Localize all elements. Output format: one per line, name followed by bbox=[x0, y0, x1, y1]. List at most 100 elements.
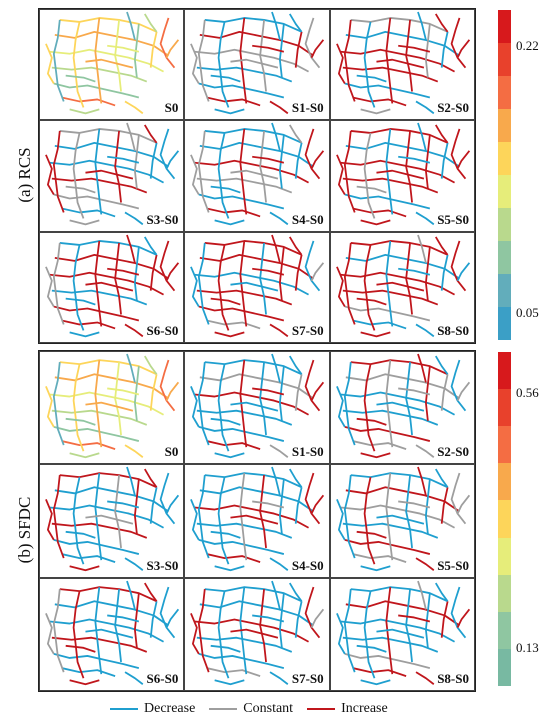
road-segment bbox=[295, 31, 303, 68]
road-segment bbox=[360, 219, 391, 226]
road-segment bbox=[456, 39, 470, 59]
map-cell: S8-S0 bbox=[329, 231, 475, 343]
road-segment bbox=[440, 487, 449, 525]
road-segment bbox=[45, 154, 55, 196]
road-segment bbox=[350, 128, 448, 145]
road-segment bbox=[69, 678, 100, 685]
road-segment bbox=[360, 331, 391, 337]
road-segment bbox=[85, 170, 134, 180]
road-segment bbox=[456, 495, 470, 515]
road-segment bbox=[214, 452, 245, 459]
panel-b-title: (b) SFDC bbox=[15, 496, 34, 564]
road-segment bbox=[85, 281, 134, 292]
road-segment bbox=[59, 17, 158, 33]
road-segment bbox=[289, 236, 303, 256]
road-segment bbox=[344, 426, 430, 442]
road-segment bbox=[343, 475, 356, 559]
road-segment bbox=[415, 323, 434, 337]
road-network-map bbox=[335, 234, 470, 337]
road-segment bbox=[190, 612, 200, 655]
road-network-map bbox=[190, 467, 325, 572]
road-segment bbox=[54, 142, 169, 168]
road-segment bbox=[340, 618, 455, 643]
road-segment bbox=[198, 242, 210, 325]
road-segment bbox=[340, 48, 455, 73]
colorbar-segment bbox=[498, 10, 511, 43]
road-segment bbox=[350, 585, 448, 602]
road-segment bbox=[195, 160, 310, 184]
road-segment bbox=[51, 409, 148, 426]
road-segment bbox=[210, 531, 241, 540]
road-segment bbox=[230, 281, 279, 292]
road-segment bbox=[363, 21, 375, 108]
cell-label: S5-S0 bbox=[437, 557, 469, 573]
colorbar-segment bbox=[498, 76, 511, 109]
road-segment bbox=[49, 271, 164, 296]
road-segment bbox=[65, 186, 96, 194]
road-segment bbox=[53, 194, 140, 210]
road-network-map bbox=[190, 123, 325, 226]
road-segment bbox=[214, 565, 245, 572]
road-segment bbox=[200, 253, 315, 280]
road-segment bbox=[59, 472, 158, 489]
road-segment bbox=[259, 362, 268, 436]
road-segment bbox=[54, 253, 169, 280]
road-segment bbox=[356, 74, 387, 83]
road-segment bbox=[65, 644, 96, 653]
road-segment bbox=[342, 409, 438, 426]
road-segment bbox=[49, 504, 164, 529]
road-segment bbox=[72, 590, 85, 679]
road-segment bbox=[205, 585, 303, 602]
road-segment bbox=[335, 154, 346, 196]
road-segment bbox=[350, 17, 448, 33]
road-segment bbox=[144, 124, 158, 144]
road-segment bbox=[51, 523, 148, 540]
road-segment bbox=[360, 678, 391, 685]
road-segment bbox=[107, 267, 140, 276]
road-segment bbox=[440, 254, 449, 291]
colorbar-segment bbox=[498, 241, 511, 274]
road-segment bbox=[214, 219, 245, 226]
road-segment bbox=[114, 475, 122, 549]
road-segment bbox=[198, 194, 285, 210]
road-segment bbox=[69, 219, 100, 226]
road-segment bbox=[344, 82, 430, 99]
road-segment bbox=[205, 239, 303, 256]
road-segment bbox=[397, 500, 430, 509]
legend-label-increase: Increase bbox=[341, 701, 388, 716]
road-segment bbox=[124, 100, 144, 115]
road-segment bbox=[198, 652, 285, 669]
road-segment bbox=[343, 362, 356, 446]
road-segment bbox=[69, 452, 100, 459]
road-segment bbox=[376, 170, 424, 180]
panel-b-colorbar-tick-high: 0.56 bbox=[516, 385, 539, 400]
road-network-map bbox=[45, 580, 180, 685]
road-segment bbox=[45, 612, 55, 655]
road-segment bbox=[295, 600, 303, 638]
road-segment bbox=[52, 362, 65, 446]
road-network-map bbox=[190, 353, 325, 459]
road-segment bbox=[49, 391, 164, 416]
colorbar-segment bbox=[498, 463, 511, 501]
road-segment bbox=[335, 612, 346, 655]
road-segment bbox=[159, 17, 176, 69]
road-segment bbox=[165, 39, 180, 59]
road-segment bbox=[416, 11, 427, 41]
road-segment bbox=[61, 319, 116, 329]
road-segment bbox=[450, 473, 466, 525]
road-segment bbox=[149, 600, 158, 638]
road-network-map bbox=[45, 467, 180, 572]
road-network-map bbox=[190, 234, 325, 337]
map-cell: S0 bbox=[39, 9, 185, 121]
road-segment bbox=[311, 150, 325, 170]
road-segment bbox=[404, 475, 413, 549]
panel-a-colorbar bbox=[498, 10, 511, 340]
map-cell: S0 bbox=[39, 351, 185, 465]
map-cell: S4-S0 bbox=[184, 464, 330, 578]
road-segment bbox=[440, 374, 449, 411]
cell-label: S6-S0 bbox=[146, 671, 179, 686]
road-segment bbox=[114, 588, 122, 662]
road-segment bbox=[356, 417, 387, 426]
road-segment bbox=[305, 473, 321, 525]
road-segment bbox=[61, 207, 116, 218]
